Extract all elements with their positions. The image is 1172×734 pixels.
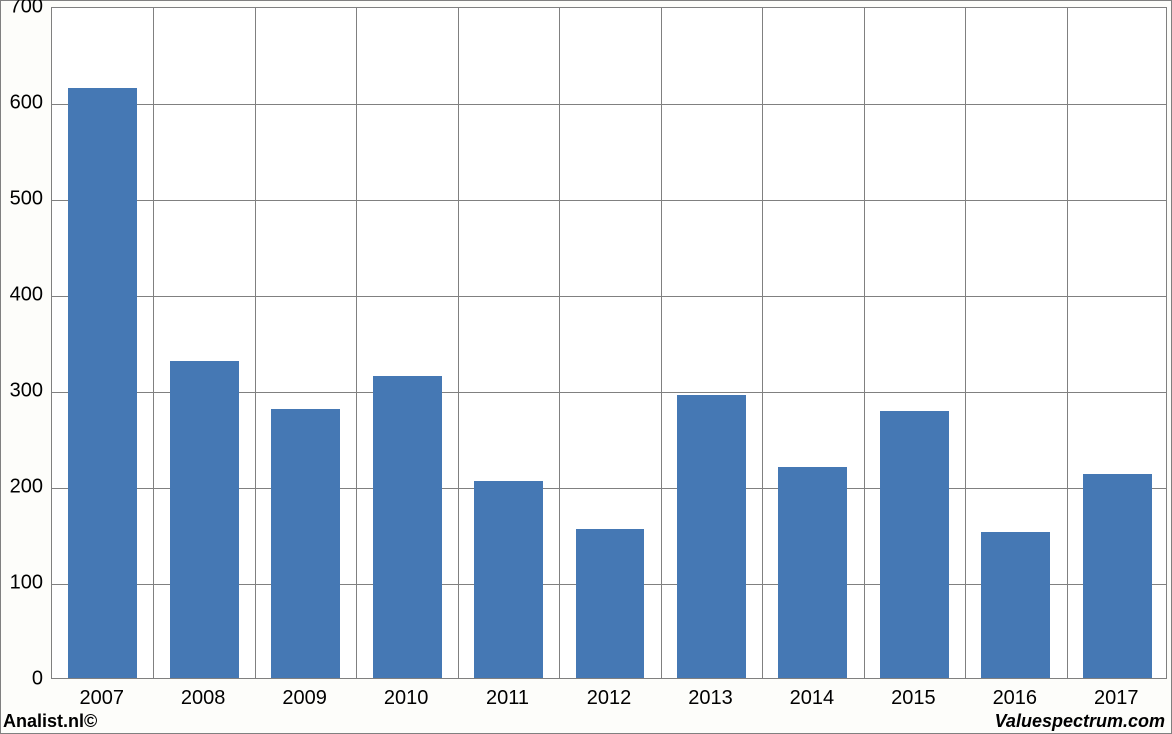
y-tick-label: 200 xyxy=(1,476,43,499)
gridline-v xyxy=(661,8,662,678)
gridline-h xyxy=(52,296,1166,297)
gridline-v xyxy=(356,8,357,678)
gridline-v xyxy=(559,8,560,678)
gridline-v xyxy=(255,8,256,678)
bar xyxy=(1083,474,1152,678)
gridline-h xyxy=(52,104,1166,105)
gridline-v xyxy=(153,8,154,678)
gridline-v xyxy=(458,8,459,678)
y-tick-label: 0 xyxy=(1,668,43,691)
bar xyxy=(880,411,949,678)
bar xyxy=(271,409,340,678)
y-tick-label: 700 xyxy=(1,0,43,19)
x-tick-label: 2012 xyxy=(587,687,632,710)
gridline-v xyxy=(762,8,763,678)
chart-frame: 0 100 200 300 400 500 600 700 2007 2008 2009 2010 2… xyxy=(0,0,1172,734)
y-tick-label: 500 xyxy=(1,188,43,211)
x-tick-label: 2013 xyxy=(688,687,733,710)
x-tick-label: 2007 xyxy=(79,687,124,710)
x-tick-label: 2011 xyxy=(486,687,529,710)
bar xyxy=(373,376,442,678)
y-tick-label: 400 xyxy=(1,284,43,307)
gridline-v xyxy=(864,8,865,678)
bar xyxy=(68,88,137,678)
credit-right: Valuespectrum.com xyxy=(995,711,1165,732)
plot-area xyxy=(51,7,1167,679)
x-tick-label: 2017 xyxy=(1094,687,1139,710)
bar xyxy=(778,467,847,678)
bar xyxy=(576,529,645,678)
y-tick-label: 100 xyxy=(1,572,43,595)
x-tick-label: 2009 xyxy=(282,687,327,710)
gridline-h xyxy=(52,200,1166,201)
y-tick-label: 600 xyxy=(1,92,43,115)
y-tick-label: 300 xyxy=(1,380,43,403)
x-tick-label: 2014 xyxy=(790,687,835,710)
x-tick-label: 2010 xyxy=(384,687,429,710)
x-tick-label: 2015 xyxy=(891,687,936,710)
bar xyxy=(170,361,239,678)
bar xyxy=(474,481,543,678)
x-tick-label: 2008 xyxy=(181,687,226,710)
gridline-v xyxy=(1067,8,1068,678)
bar xyxy=(677,395,746,678)
gridline-v xyxy=(965,8,966,678)
bar xyxy=(981,532,1050,678)
x-tick-label: 2016 xyxy=(993,687,1038,710)
credit-left: Analist.nl© xyxy=(3,711,97,732)
